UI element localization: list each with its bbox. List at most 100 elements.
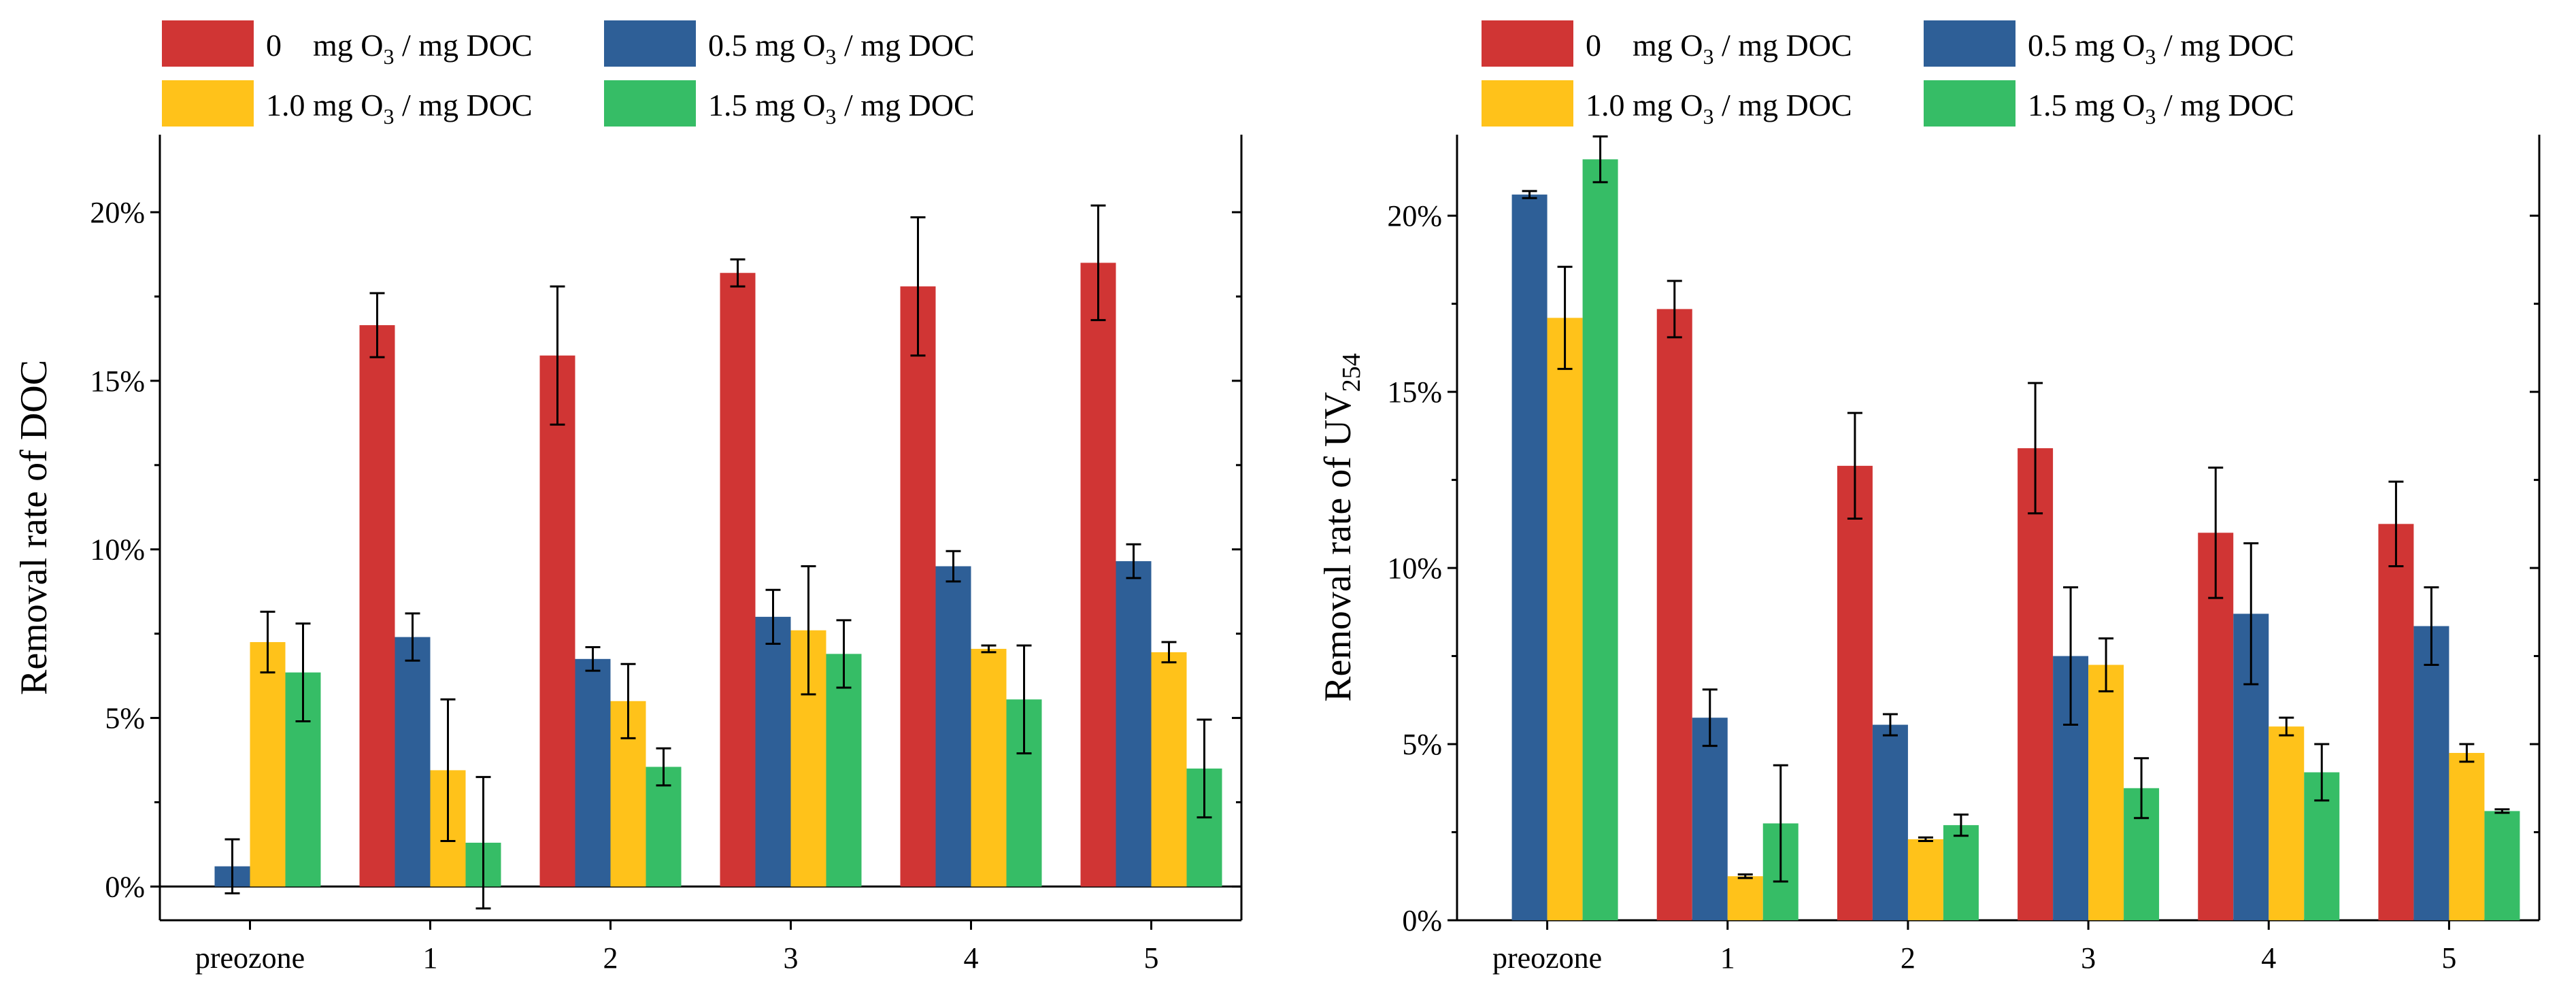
y-tick-label: 20% [1387, 199, 1442, 233]
error-bar [1161, 641, 1177, 664]
error-bar [1953, 813, 1969, 837]
bar [1837, 465, 1873, 920]
x-tick-label: 4 [2261, 941, 2276, 975]
y-tick-label: 5% [1402, 728, 1442, 761]
legend-label: 1.5 mg O3 / mg DOC [708, 88, 975, 129]
bar [359, 325, 395, 887]
error-bar [440, 698, 456, 843]
legend: 0 mg O3 / mg DOC 0.5 mg O3 / mg DOC 1.0 mg… [162, 20, 975, 129]
error-bar [836, 619, 852, 689]
legend-swatch [604, 80, 696, 127]
x-tick-label: 3 [2081, 941, 2096, 975]
bar [2088, 665, 2124, 920]
bar [1116, 561, 1152, 887]
bar [1692, 718, 1728, 920]
bar [1582, 159, 1618, 920]
error-bar [2279, 716, 2294, 737]
x-tick-label: preozone [195, 941, 305, 975]
error-bar [656, 747, 671, 787]
legend-label: 0 mg O3 / mg DOC [266, 28, 533, 69]
y-tick-label: 0% [1402, 904, 1442, 937]
error-bar [910, 216, 926, 357]
error-bar [295, 622, 311, 723]
x-tick-label: 3 [784, 941, 799, 975]
error-bar [1592, 135, 1608, 184]
error-bar [550, 285, 565, 426]
bar [646, 767, 682, 887]
error-bar [1016, 644, 1032, 755]
error-bar [946, 550, 961, 583]
error-bar [405, 612, 420, 662]
bar [1872, 724, 1908, 920]
bar [1727, 876, 1763, 920]
y-tick-label: 15% [90, 365, 145, 398]
legend-item: 0.5 mg O3 / mg DOC [604, 20, 975, 69]
legend-label: 1.0 mg O3 / mg DOC [266, 88, 533, 129]
error-bar [1667, 280, 1682, 339]
x-tick-label: 5 [2441, 941, 2456, 975]
error-bar [765, 588, 781, 645]
error-bar [585, 645, 601, 672]
error-bar [1557, 265, 1573, 370]
y-tick-label: 10% [1387, 552, 1442, 585]
y-tick-label: 0% [105, 870, 145, 903]
bar [2413, 626, 2449, 920]
legend-item: 1.5 mg O3 / mg DOC [604, 80, 975, 129]
error-bar [1197, 718, 1212, 819]
error-bar [2243, 542, 2259, 686]
x-tick-label: 2 [603, 941, 618, 975]
y-tick-label: 20% [90, 196, 145, 229]
bar [1656, 309, 1692, 921]
bar [575, 658, 611, 887]
legend-swatch [1924, 80, 2015, 127]
legend-swatch [1482, 80, 1573, 127]
error-bar [2134, 757, 2150, 820]
error-bar [1847, 411, 1862, 520]
bar [755, 616, 791, 887]
legend-label: 0.5 mg O3 / mg DOC [2028, 28, 2294, 69]
x-ticks: preozone 1 2 3 4 5 [1492, 920, 2456, 975]
bar [720, 273, 756, 887]
bar [826, 654, 862, 887]
error-bar [1882, 713, 1898, 737]
legend-item: 1.0 mg O3 / mg DOC [1482, 80, 1852, 129]
bar [2269, 726, 2305, 920]
axes [1456, 135, 2541, 922]
y-tick-label: 10% [90, 533, 145, 567]
bar [1511, 195, 1548, 920]
bar [250, 642, 286, 887]
error-bar [2388, 480, 2404, 567]
y-axis-title: Removal rate of UV254 [1317, 353, 1366, 702]
error-bar [981, 644, 997, 654]
error-bar [2314, 743, 2330, 802]
legend-label: 1.0 mg O3 / mg DOC [1586, 88, 1852, 129]
error-bar [1918, 836, 1933, 842]
x-tick-label: 4 [964, 941, 979, 975]
error-bar [2494, 808, 2510, 814]
legend-swatch [604, 20, 696, 67]
bar [395, 637, 431, 887]
legend-item: 0 mg O3 / mg DOC [162, 20, 533, 69]
error-bar [2063, 586, 2079, 726]
axes [158, 135, 1243, 922]
x-tick-label: preozone [1492, 941, 1602, 975]
legend-swatch [162, 80, 254, 127]
bar [2484, 811, 2520, 920]
x-tick-label: 2 [1901, 941, 1916, 975]
bar [1943, 825, 1979, 920]
x-tick-label: 5 [1144, 941, 1159, 975]
bar [1547, 318, 1583, 920]
legend-label: 0 mg O3 / mg DOC [1586, 28, 1852, 69]
bars [1511, 135, 2520, 921]
bar [971, 648, 1007, 887]
error-bar [620, 662, 636, 739]
legend-item: 1.5 mg O3 / mg DOC [1924, 80, 2294, 129]
bar [2378, 524, 2414, 920]
bar [900, 286, 936, 887]
y-tick-label: 5% [105, 702, 145, 735]
error-bar [1702, 688, 1718, 747]
x-ticks: preozone 1 2 3 4 5 [195, 920, 1159, 975]
legend: 0 mg O3 / mg DOC 0.5 mg O3 / mg DOC 1.0 mg… [1482, 20, 2294, 129]
error-bar [2098, 637, 2114, 692]
